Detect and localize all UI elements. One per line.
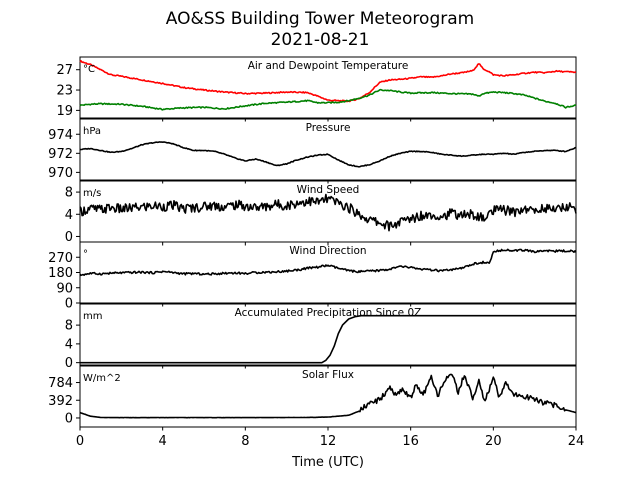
- x-tick-label: 24: [568, 434, 585, 449]
- x-tick-label: 8: [241, 434, 249, 449]
- series-line-air: [79, 60, 577, 103]
- series-line-dewpoint: [79, 88, 577, 111]
- y-tick-label: 392: [48, 394, 73, 409]
- y-tick-label: 4: [65, 337, 73, 352]
- y-tick-label: 970: [48, 166, 73, 181]
- panel-title: Solar Flux: [302, 369, 354, 381]
- y-tick-label: 8: [65, 186, 73, 201]
- series-line-wind_direction: [79, 248, 577, 277]
- y-tick-label: 974: [48, 128, 73, 143]
- y-tick-label: 27: [56, 63, 73, 78]
- x-axis-label: Time (UTC): [291, 455, 364, 470]
- x-tick-label: 20: [485, 434, 502, 449]
- panel-unit-label: mm: [83, 311, 102, 322]
- y-tick-label: 4: [65, 208, 73, 223]
- series-line-precipitation: [80, 314, 576, 364]
- panel-title: Air and Dewpoint Temperature: [248, 60, 409, 72]
- panel-title: Wind Direction: [289, 245, 366, 257]
- panel-unit-label: W/m^2: [83, 373, 121, 384]
- y-tick-label: 784: [48, 376, 73, 391]
- y-tick-label: 19: [56, 104, 73, 119]
- y-tick-label: 23: [56, 84, 73, 99]
- y-tick-label: 0: [65, 411, 73, 426]
- series-line-solar_flux: [79, 373, 577, 419]
- panel-precipitation: 0 4 8 Accumulated Precipitation Since 0Z mm: [65, 303, 577, 371]
- panel-unit-label: °: [83, 249, 88, 260]
- panel-title: Wind Speed: [297, 184, 360, 196]
- y-tick-label: 972: [48, 147, 73, 162]
- y-tick-label: 180: [48, 266, 73, 281]
- y-tick-label: 90: [56, 281, 73, 296]
- x-tick-label: 0: [76, 434, 84, 449]
- panel-solar_flux: 0 392 784 Solar Flux W/m^2 0 4 8 12 16 20 24: [48, 365, 585, 449]
- panel-title: Pressure: [306, 122, 351, 134]
- panel-unit-label: hPa: [83, 126, 101, 137]
- panel-unit-label: m/s: [83, 188, 101, 199]
- panel-pressure: 970 972 974 Pressure hPa: [48, 118, 577, 184]
- x-tick-label: 12: [320, 434, 337, 449]
- x-tick-label: 4: [159, 434, 167, 449]
- y-tick-label: 0: [65, 297, 73, 312]
- y-tick-label: 0: [65, 356, 73, 371]
- y-tick-label: 270: [48, 251, 73, 266]
- series-line-wind_speed: [79, 193, 577, 232]
- panel-title: Accumulated Precipitation Since 0Z: [235, 307, 422, 319]
- y-tick-label: 0: [65, 230, 73, 245]
- x-tick-label: 16: [402, 434, 419, 449]
- panel-wind_speed: 0 4 8 Wind Speed m/s: [65, 180, 577, 246]
- chart-title: AO&SS Building Tower Meteorogram: [166, 9, 474, 29]
- series-line-pressure: [79, 141, 576, 168]
- chart-subtitle: 2021-08-21: [271, 30, 370, 50]
- y-tick-label: 8: [65, 319, 73, 334]
- panel-temperature: 19 23 27 Air and Dewpoint Temperature °C: [56, 56, 577, 122]
- panel-unit-label: °C: [83, 64, 95, 75]
